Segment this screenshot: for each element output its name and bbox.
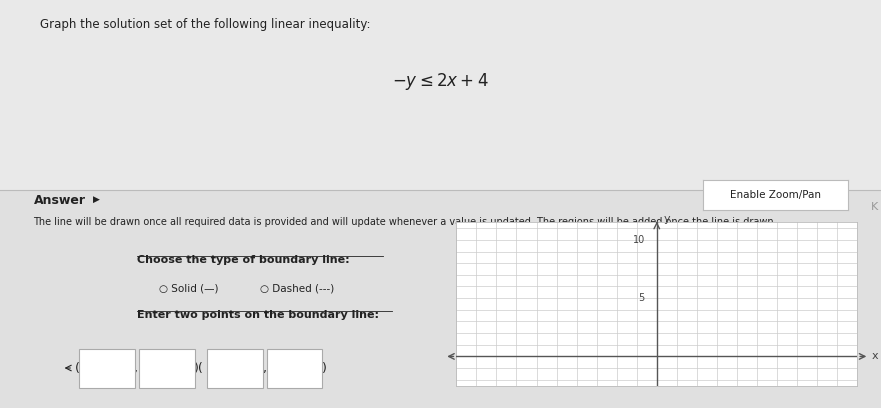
Text: ○ Solid (—): ○ Solid (—)	[159, 284, 218, 294]
Text: y: y	[663, 214, 670, 224]
FancyBboxPatch shape	[79, 349, 135, 388]
FancyBboxPatch shape	[0, 190, 881, 408]
Text: ,: ,	[263, 361, 267, 375]
Text: Choose the type of boundary line:: Choose the type of boundary line:	[137, 255, 349, 265]
Text: Enable Zoom/Pan: Enable Zoom/Pan	[730, 190, 821, 200]
FancyBboxPatch shape	[267, 349, 322, 388]
FancyBboxPatch shape	[139, 349, 195, 388]
Text: x: x	[871, 351, 877, 361]
Text: ): )	[322, 361, 328, 375]
Text: The line will be drawn once all required data is provided and will update whenev: The line will be drawn once all required…	[33, 217, 777, 227]
Text: 10: 10	[633, 235, 645, 245]
Text: Enter two points on the boundary line:: Enter two points on the boundary line:	[137, 310, 379, 320]
Text: Answer: Answer	[33, 194, 85, 207]
FancyBboxPatch shape	[207, 349, 263, 388]
Text: K: K	[871, 202, 878, 212]
Text: )(: )(	[194, 361, 204, 375]
Text: ▶: ▶	[93, 195, 100, 204]
Text: Graph the solution set of the following linear inequality:: Graph the solution set of the following …	[40, 18, 370, 31]
Text: 5: 5	[639, 293, 645, 303]
Text: (: (	[74, 361, 79, 375]
Text: ,: ,	[134, 361, 138, 375]
Text: ○ Dashed (---): ○ Dashed (---)	[260, 284, 334, 294]
FancyBboxPatch shape	[0, 0, 881, 190]
Text: $-y \leq 2x + 4$: $-y \leq 2x + 4$	[392, 71, 489, 92]
